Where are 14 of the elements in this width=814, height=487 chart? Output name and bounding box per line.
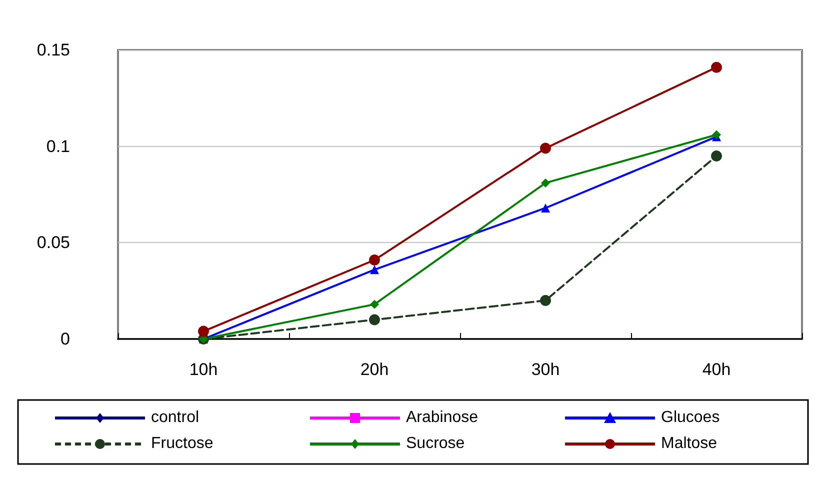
legend-label: Arabinose [406, 409, 478, 427]
legend-label: Glucoes [661, 409, 720, 427]
x-tick-label: 10h [189, 360, 218, 379]
legend-label: control [151, 409, 200, 427]
y-tick-label: 0.05 [36, 233, 70, 252]
y-tick-label: 0 [60, 330, 70, 348]
legend-label: Sucrose [406, 435, 465, 453]
y-tick-label: 0.1 [46, 136, 70, 156]
x-tick-label: 30h [531, 360, 560, 379]
x-tick-label: 20h [360, 360, 389, 379]
y-tick-label: 0.15 [36, 40, 70, 60]
x-tick-label: 40h [702, 360, 731, 379]
legend-label: Maltose [661, 435, 718, 453]
legend-label: Fructose [151, 435, 214, 453]
